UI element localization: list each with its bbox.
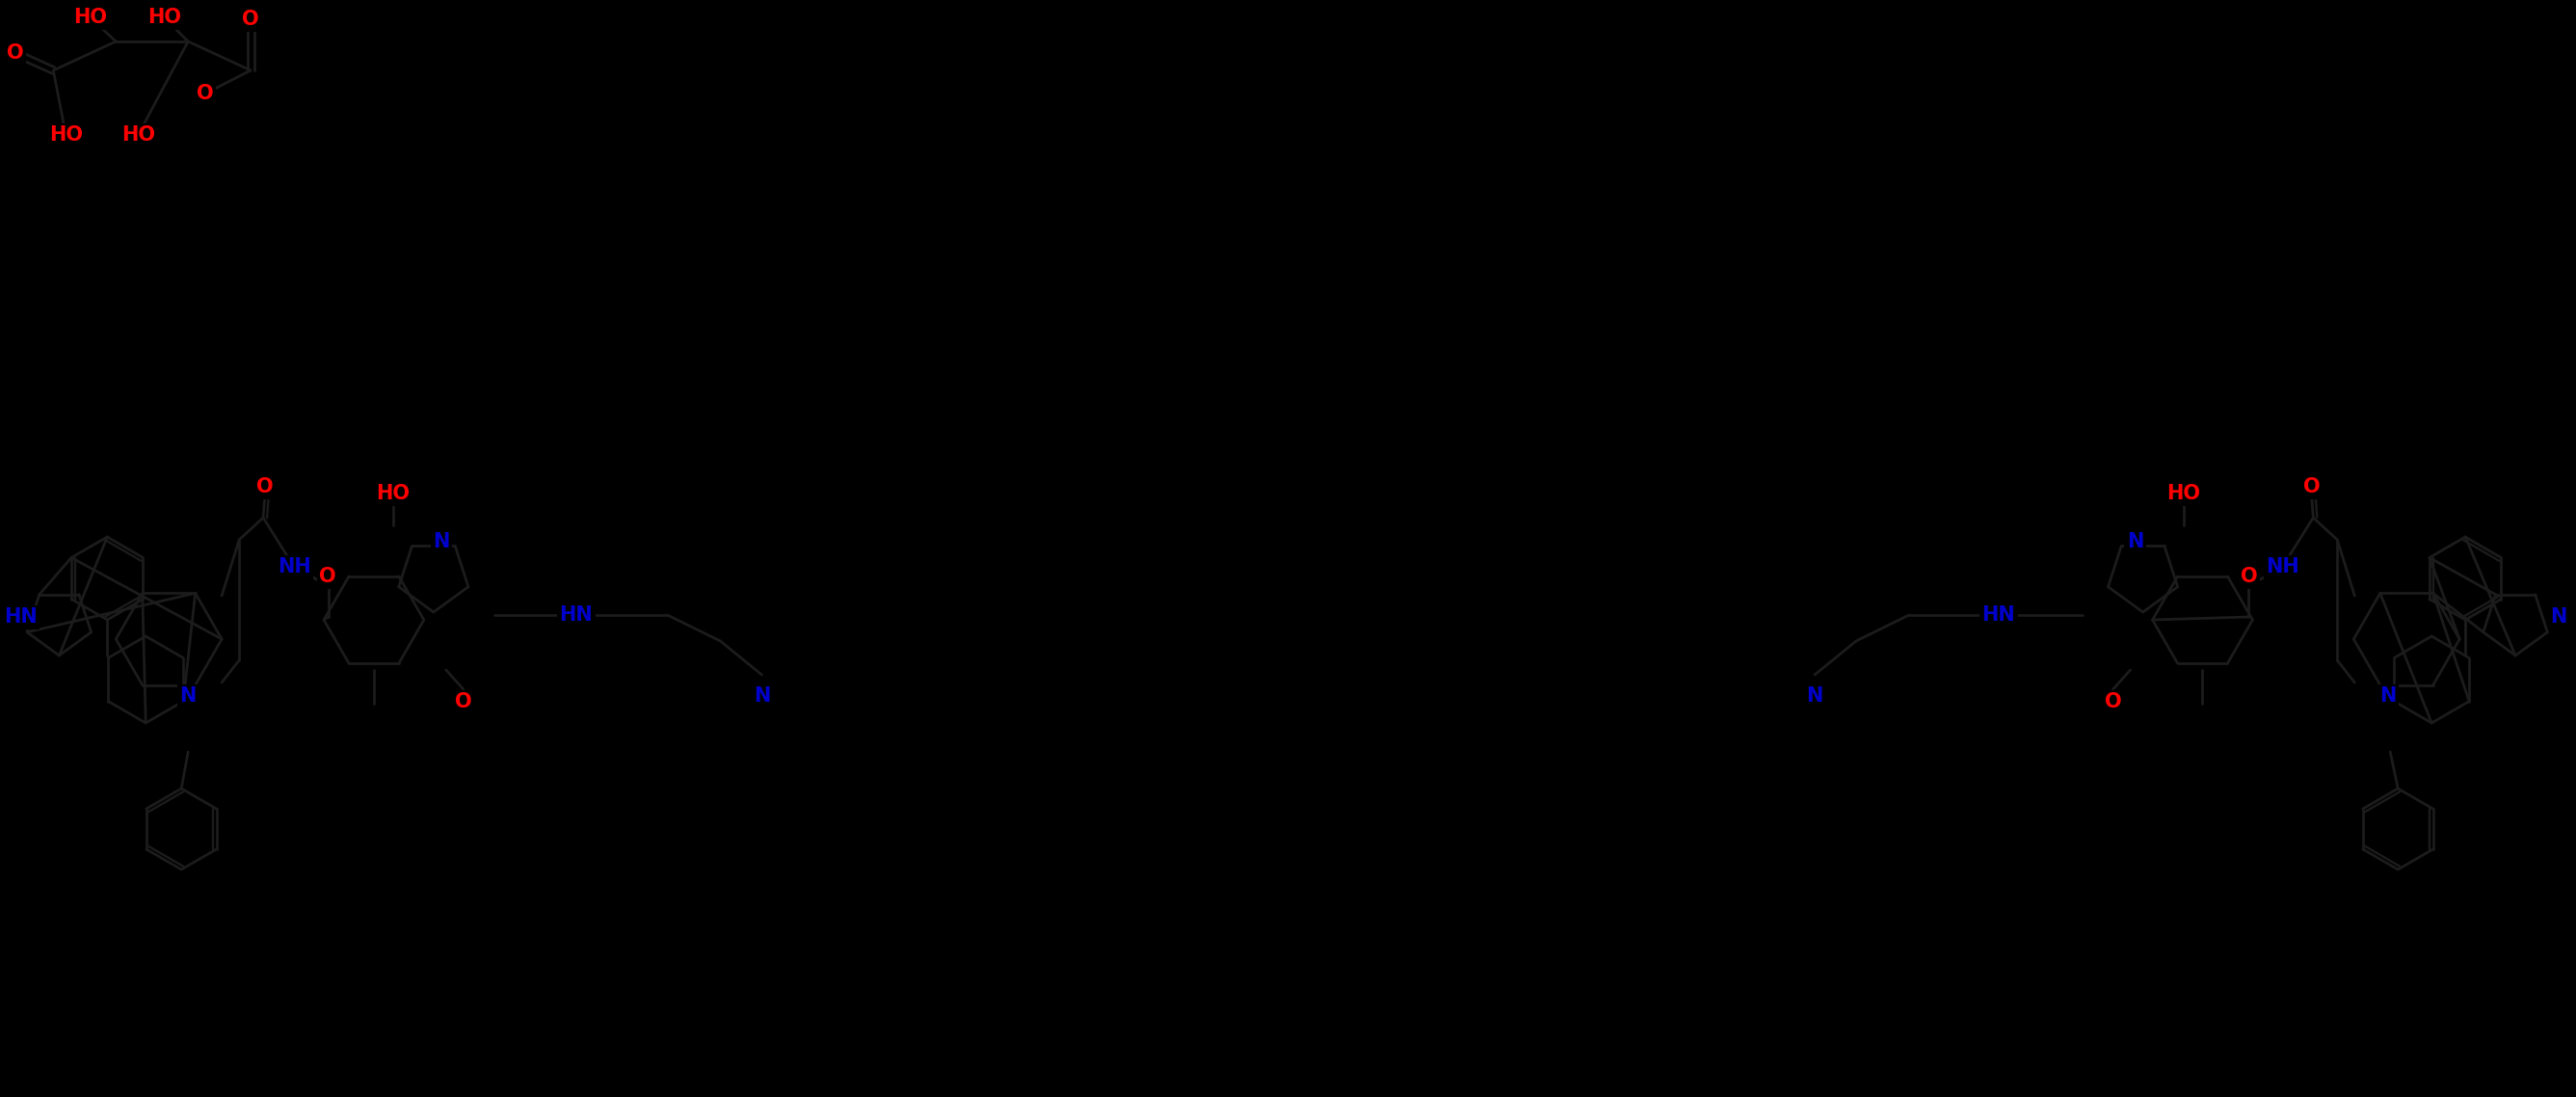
Text: O: O: [2105, 692, 2123, 712]
Text: HN: HN: [559, 606, 592, 624]
Text: HO: HO: [2166, 484, 2200, 504]
Text: N: N: [2380, 687, 2396, 705]
Text: O: O: [5, 44, 23, 63]
Text: N: N: [2550, 608, 2568, 626]
Text: HO: HO: [72, 8, 106, 27]
Text: O: O: [2241, 567, 2257, 586]
Text: O: O: [456, 692, 471, 712]
Text: NH: NH: [278, 557, 312, 576]
Text: O: O: [319, 567, 335, 586]
Text: NH: NH: [2267, 557, 2300, 576]
Text: HO: HO: [376, 484, 410, 504]
Text: HO: HO: [49, 125, 82, 145]
Text: HO: HO: [147, 8, 180, 27]
Text: N: N: [180, 687, 196, 705]
Text: O: O: [258, 477, 273, 497]
Text: HN: HN: [1981, 606, 2014, 624]
Text: O: O: [196, 83, 214, 103]
Text: N: N: [1806, 687, 1824, 705]
Text: O: O: [2303, 477, 2321, 497]
Text: N: N: [2128, 532, 2143, 552]
Text: O: O: [242, 10, 260, 29]
Text: HO: HO: [121, 125, 155, 145]
Text: N: N: [433, 532, 451, 552]
Text: HN: HN: [5, 608, 39, 626]
Text: N: N: [752, 687, 770, 705]
